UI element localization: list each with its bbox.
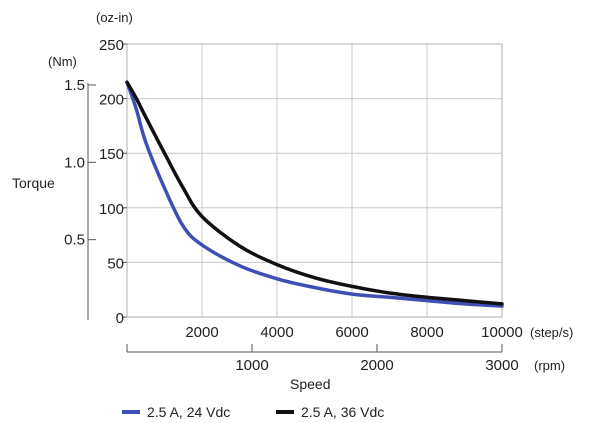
x-tick-label-6000: 6000 [335,324,368,341]
y-tick-label-50: 50 [107,255,124,272]
y2-tick-label-1.0: 1.0 [64,154,85,171]
axes-layer [87,43,503,353]
plot-area [126,43,503,318]
y-tick-label-0: 0 [116,310,124,327]
x2-tick-label-1000: 1000 [235,357,268,374]
y-tick-label-200: 200 [99,92,124,109]
legend-label-36vdc: 2.5 A, 36 Vdc [301,404,384,420]
x-unit-secondary: (rpm) [534,358,565,373]
x2-tick-label-3000: 3000 [485,357,518,374]
x-tick-label-4000: 4000 [260,324,293,341]
y-axis-title: Torque [12,175,55,191]
x-unit-primary: (step/s) [530,325,573,340]
series-line-36vdc [125,80,504,306]
y2-tick-label-0.5: 0.5 [64,232,85,249]
x-tick-label-10000: 10000 [481,324,523,341]
legend-label-24vdc: 2.5 A, 24 Vdc [147,404,230,420]
x-tick-label-2000: 2000 [185,324,218,341]
y-tick-label-100: 100 [99,201,124,218]
series-line-24vdc [125,80,504,308]
x2-tick-label-2000: 2000 [360,357,393,374]
y-unit-primary: (oz-in) [96,10,133,25]
legend: 2.5 A, 24 Vdc 2.5 A, 36 Vdc [122,404,384,420]
tick-labels: 0.5 1.0 1.5 0 50 100 150 200 250 2000 4000 6000 8000… [64,37,523,374]
y-tick-label-250: 250 [99,37,124,54]
y2-tick-label-1.5: 1.5 [64,77,85,94]
y-unit-secondary: (Nm) [48,54,77,69]
series-layer [125,80,504,308]
y-tick-label-150: 150 [99,146,124,163]
x-tick-label-8000: 8000 [410,324,443,341]
x-axis-title: Speed [290,376,330,392]
